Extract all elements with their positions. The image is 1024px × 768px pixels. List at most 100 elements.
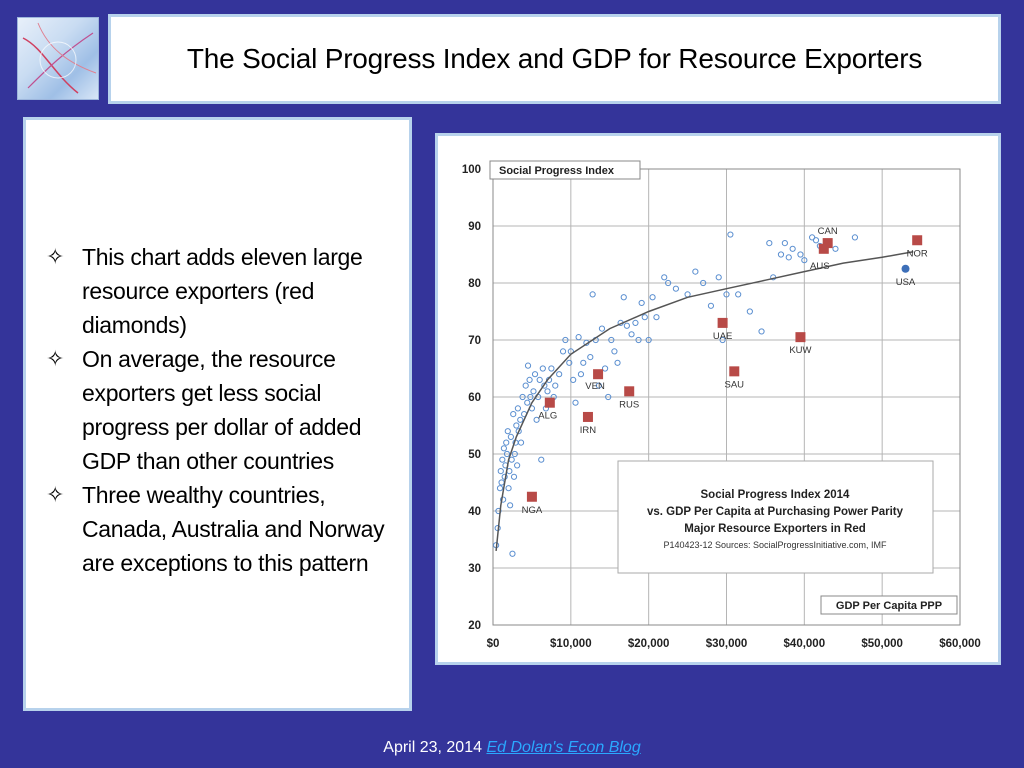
country-point [638, 299, 645, 307]
resource-exporter-marker [717, 317, 728, 328]
y-tick-label: 90 [468, 221, 481, 233]
resource-exporter-label: VEN [585, 381, 605, 392]
bullet-item: ✧ This chart adds eleven large resource … [46, 240, 406, 342]
country-point [700, 279, 707, 287]
country-point [548, 365, 555, 372]
country-point [497, 468, 504, 475]
y-tick-label: 40 [468, 506, 481, 518]
country-point [519, 393, 526, 401]
country-point [797, 251, 804, 258]
y-tick-label: 80 [468, 278, 481, 290]
country-point [735, 291, 742, 298]
resource-exporter-marker [624, 386, 635, 397]
country-point [499, 456, 506, 463]
resource-exporter-label: IRN [580, 425, 597, 436]
resource-exporter-marker [795, 332, 806, 343]
bullet-text: This chart adds eleven large resource ex… [82, 244, 363, 338]
country-point [536, 376, 543, 383]
country-point [522, 382, 529, 389]
country-point [507, 433, 515, 440]
annotation-box [617, 460, 934, 574]
country-point [504, 428, 511, 435]
country-point [623, 322, 630, 329]
y-tick-label: 50 [468, 449, 481, 461]
x-tick-label: $30,000 [706, 638, 748, 650]
country-point [789, 245, 796, 252]
country-point [570, 376, 577, 383]
annotation-line: Major Resource Exporters in Red [684, 523, 866, 535]
country-point [514, 405, 522, 412]
country-point [781, 240, 788, 247]
country-point [635, 336, 642, 344]
logo-art [22, 22, 97, 94]
country-point [562, 336, 569, 344]
scatter-chart: $0 $10,000 $20,000 $30,000 $40,000 $50,000 $60… [438, 136, 998, 662]
bullet-list: ✧ This chart adds eleven large resource … [46, 240, 406, 580]
country-point [495, 507, 502, 515]
blog-link[interactable]: Ed Dolan's Econ Blog [486, 739, 641, 756]
country-point [812, 237, 820, 244]
country-point [510, 411, 517, 418]
country-point [785, 254, 792, 261]
country-point [556, 371, 563, 378]
country-point [514, 462, 521, 469]
usa-point [901, 264, 910, 273]
resource-exporter-label: CAN [818, 226, 838, 237]
annotation-source: P140423-12 Sources: SocialProgressInitia… [663, 540, 887, 550]
resource-exporter-label: NGA [522, 505, 543, 516]
chart-background [438, 136, 998, 662]
country-point [507, 502, 514, 509]
resource-exporter-marker [912, 235, 923, 246]
country-point [723, 291, 730, 298]
usa-label: USA [896, 277, 916, 288]
y-tick-label: 100 [462, 164, 481, 176]
country-point [527, 393, 534, 401]
x-tick-label: $40,000 [784, 638, 826, 650]
x-tick-label: $20,000 [628, 638, 670, 650]
country-point [653, 314, 660, 321]
country-point [526, 376, 533, 383]
country-point [538, 456, 545, 463]
country-point [665, 279, 672, 287]
country-point [611, 348, 618, 355]
country-point [632, 319, 639, 326]
country-point [851, 234, 859, 241]
y-tick-label: 30 [468, 563, 481, 575]
y-axis-title-box [489, 160, 641, 180]
resource-exporter-label: KUW [789, 345, 811, 356]
resource-exporter-marker [526, 491, 537, 502]
title-box: The Social Progress Index and GDP for Re… [108, 14, 1001, 104]
country-point [715, 274, 722, 281]
country-point [587, 354, 594, 361]
country-point [572, 399, 579, 406]
country-point [530, 388, 537, 395]
country-point [746, 308, 753, 315]
chart-panel: $0 $10,000 $20,000 $30,000 $40,000 $50,000 $60… [435, 133, 1001, 665]
country-point [605, 393, 612, 401]
country-point [559, 348, 567, 355]
country-point [589, 291, 596, 298]
country-point [517, 439, 525, 446]
resource-exporter-marker [593, 369, 604, 380]
country-point [531, 371, 539, 378]
country-point [649, 294, 656, 301]
y-tick-label: 70 [468, 335, 481, 347]
country-point [539, 365, 546, 372]
resource-exporter-label: UAE [713, 331, 733, 342]
resource-exporter-marker [729, 366, 740, 377]
country-point [595, 382, 602, 389]
bullet-text: On average, the resource exporters get l… [82, 346, 362, 474]
country-point [511, 450, 518, 458]
country-point [641, 314, 648, 321]
star-bullet-icon: ✧ [46, 482, 65, 507]
country-point [692, 268, 699, 275]
country-point [575, 334, 582, 341]
country-point [500, 496, 507, 503]
x-axis-title: GDP Per Capita PPP [836, 600, 942, 612]
country-point [513, 422, 520, 429]
country-point [503, 450, 511, 458]
footer-date: April 23, 2014 [383, 739, 482, 756]
country-point [645, 336, 652, 344]
y-tick-label: 60 [468, 392, 481, 404]
country-point [801, 257, 808, 264]
